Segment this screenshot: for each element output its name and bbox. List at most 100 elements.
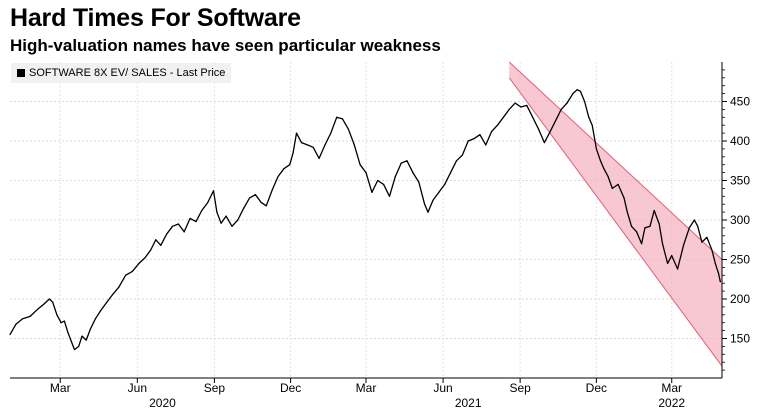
data-point [661,243,664,245]
data-point [377,179,379,182]
data-point [220,222,222,224]
data-point [514,102,516,104]
data-point [318,157,320,159]
data-point [56,314,58,316]
data-point [706,236,708,238]
data-point [532,116,534,118]
data-point [607,175,609,178]
data-point [554,120,556,122]
data-point [105,302,107,304]
x-tick-label: Dec [586,381,607,395]
data-point [118,286,120,288]
data-point [548,132,551,134]
data-point [718,273,720,275]
data-point [138,262,140,265]
data-point [78,345,80,347]
data-point [9,333,11,336]
data-point [697,225,699,227]
data-point [584,100,586,103]
data-point [94,318,97,320]
data-point [560,108,562,110]
data-point [37,308,39,310]
chart-legend: SOFTWARE 8X EV/ SALES - Last Price [11,63,232,83]
data-point [237,219,239,221]
data-point [640,243,643,245]
data-point [21,318,24,320]
data-point [371,191,373,193]
data-point [171,225,174,227]
data-point [177,223,179,225]
data-point [630,225,633,227]
data-point [144,257,146,259]
x-year-label: 2022 [658,396,685,410]
data-point [341,118,344,120]
data-point [626,211,628,213]
x-tick-label: Mar [50,381,71,395]
data-point [277,175,279,178]
data-point [537,128,540,130]
data-point [189,217,191,220]
data-point [714,262,716,265]
data-point [479,134,481,136]
x-tick-label: Sep [509,381,531,395]
data-point [579,90,582,92]
data-point [719,281,721,283]
y-tick-label: 350 [730,174,750,188]
data-point [427,211,429,213]
data-point [73,348,76,351]
data-point [306,144,308,146]
channel-upper-edge [508,61,723,260]
data-point [473,138,475,140]
x-year-label: 2021 [455,396,482,410]
data-point [611,187,613,189]
data-point [89,328,92,330]
y-tick-label: 150 [730,332,750,346]
data-point [99,310,102,312]
data-point [444,183,446,186]
data-point [166,233,168,235]
data-point [353,144,355,146]
data-point [572,93,574,95]
data-point [635,231,638,233]
data-point [60,322,62,324]
data-point [283,168,285,170]
data-point [658,223,660,225]
data-point [455,160,458,162]
data-point [347,128,350,130]
data-point [207,202,209,204]
data-point [216,211,218,213]
data-point [623,197,625,199]
data-point [231,225,233,227]
data-point [365,172,367,174]
data-point [418,181,420,183]
data-point [63,320,66,322]
data-point [300,141,303,144]
data-point [243,207,245,209]
data-point [617,183,619,186]
data-point [295,132,298,134]
data-point [412,172,414,174]
data-point [508,108,510,110]
y-tick-label: 300 [730,213,750,227]
data-point [400,162,402,164]
y-tick-label: 450 [730,95,750,109]
data-point [150,249,152,251]
data-point [711,249,713,251]
chart-title: Hard Times For Software [10,4,301,32]
legend-swatch [17,69,25,77]
data-point [265,205,267,207]
data-point [677,268,679,270]
data-point [52,301,54,303]
data-point [254,194,257,196]
x-tick-label: Dec [280,381,301,395]
data-point [260,202,262,204]
data-point [406,160,408,162]
data-point [502,116,504,118]
data-point [666,262,669,265]
data-point [292,152,294,154]
x-year-label: 2020 [149,396,176,410]
data-point [131,270,133,272]
y-tick-label: 400 [730,134,750,148]
data-point [212,190,215,192]
